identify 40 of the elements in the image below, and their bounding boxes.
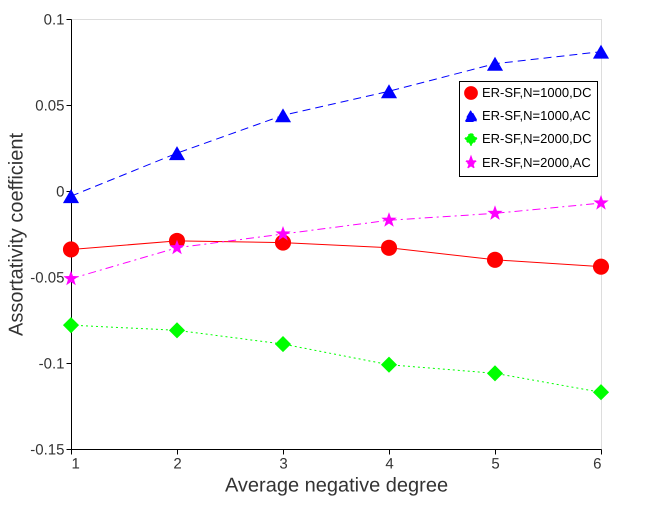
point	[275, 226, 291, 241]
point	[487, 205, 503, 220]
point	[169, 240, 185, 254]
point	[62, 189, 80, 204]
x-tick-label: 5	[491, 456, 500, 472]
x-tick-label: 2	[173, 456, 182, 472]
y-tick-label: -0.1	[38, 356, 64, 372]
y-axis-title: Assortativity coefficient	[5, 132, 28, 336]
legend-label: ER-SF,N=1000,AC	[482, 108, 591, 123]
point	[486, 365, 504, 382]
y-tick-label: 0.1	[44, 12, 64, 28]
legend-label: ER-SF,N=2000,AC	[482, 155, 591, 170]
x-tick-label: 1	[72, 456, 80, 472]
x-axis-title: Average negative degree	[224, 474, 448, 496]
x-tick-label: 3	[279, 456, 288, 472]
point	[592, 384, 610, 400]
y-tick-label: -0.15	[30, 442, 64, 458]
point	[380, 356, 398, 373]
point	[592, 44, 610, 59]
x-tick-label: 6	[593, 456, 602, 472]
y-tick-label: 0	[56, 184, 64, 200]
point	[274, 108, 292, 122]
y-tick-label: -0.05	[30, 270, 64, 286]
point	[380, 84, 398, 98]
point	[168, 146, 186, 160]
point	[486, 252, 504, 268]
point	[274, 336, 292, 352]
point	[168, 322, 186, 338]
point	[593, 194, 609, 210]
legend-label: ER-SF,N=1000,DC	[482, 85, 592, 100]
point	[380, 240, 398, 256]
y-tick-label: 0.05	[35, 98, 64, 114]
point	[592, 258, 610, 275]
point	[62, 317, 80, 334]
point	[62, 241, 80, 258]
x-tick-label: 4	[385, 456, 394, 472]
point	[381, 212, 397, 227]
point	[486, 56, 504, 71]
legend-label: ER-SF,N=2000,DC	[482, 131, 592, 146]
point	[63, 270, 79, 286]
